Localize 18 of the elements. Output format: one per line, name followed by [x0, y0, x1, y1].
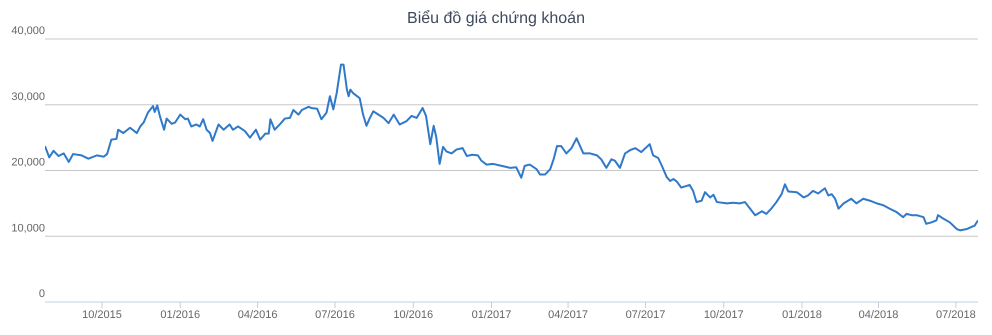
- x-tick-label: 04/2017: [548, 308, 588, 321]
- x-tick-label: 04/2018: [858, 308, 898, 321]
- x-tick-label: 01/2016: [160, 308, 200, 321]
- x-tick-label: 10/2015: [82, 308, 122, 321]
- x-tick-label: 01/2017: [472, 308, 512, 321]
- x-tick-label: 10/2016: [393, 308, 434, 321]
- y-tick-label: 0: [38, 288, 45, 300]
- x-tick-label: 07/2016: [315, 308, 355, 321]
- x-tick-label: 10/2017: [704, 308, 744, 321]
- chart-title: Biểu đồ giá chứng khoán: [407, 10, 585, 27]
- x-tick-label: 04/2016: [238, 308, 278, 321]
- x-tick-label: 07/2018: [936, 308, 976, 321]
- y-tick-label: 10,000: [11, 222, 45, 234]
- x-tick-label: 01/2018: [782, 308, 822, 321]
- y-tick-label: 40,000: [11, 25, 45, 37]
- y-tick-label: 30,000: [11, 90, 45, 103]
- x-tick-label: 07/2017: [626, 308, 666, 321]
- y-tick-label: 20,000: [11, 156, 45, 168]
